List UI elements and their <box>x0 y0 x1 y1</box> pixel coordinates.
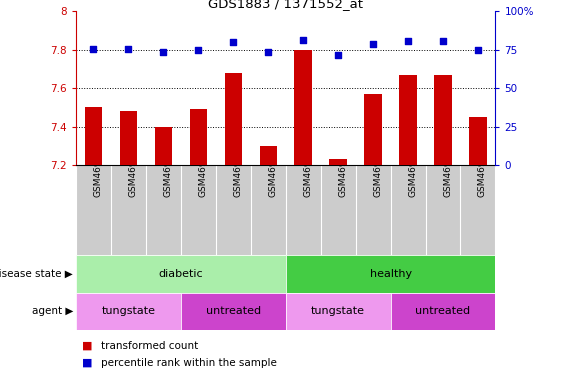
Bar <box>76 255 286 292</box>
Bar <box>190 109 207 165</box>
Text: untreated: untreated <box>415 306 471 316</box>
Point <box>439 38 448 44</box>
Text: GSM46981: GSM46981 <box>233 148 242 197</box>
Bar <box>260 146 277 165</box>
Text: GSM46978: GSM46978 <box>128 148 137 197</box>
Bar <box>76 292 181 330</box>
Text: diabetic: diabetic <box>159 269 203 279</box>
Bar <box>329 159 347 165</box>
Text: transformed count: transformed count <box>101 341 199 351</box>
Bar <box>391 292 495 330</box>
Text: ■: ■ <box>82 358 92 368</box>
Text: agent ▶: agent ▶ <box>32 306 73 316</box>
Bar <box>85 107 102 165</box>
Text: GSM46990: GSM46990 <box>373 148 382 197</box>
Text: GSM46982: GSM46982 <box>268 148 277 197</box>
Point <box>473 47 482 53</box>
Bar <box>155 126 172 165</box>
Point <box>369 40 378 46</box>
Point <box>194 47 203 53</box>
Bar <box>286 255 495 292</box>
Bar <box>294 50 312 165</box>
Bar <box>434 75 452 165</box>
Text: GSM46989: GSM46989 <box>478 148 487 197</box>
Bar <box>225 73 242 165</box>
Text: GSM46988: GSM46988 <box>443 148 452 197</box>
Bar <box>181 292 286 330</box>
Bar <box>364 94 382 165</box>
Text: disease state ▶: disease state ▶ <box>0 269 73 279</box>
Text: GSM46985: GSM46985 <box>303 148 312 197</box>
Point <box>89 46 98 52</box>
Text: GSM46987: GSM46987 <box>408 148 417 197</box>
Title: GDS1883 / 1371552_at: GDS1883 / 1371552_at <box>208 0 363 10</box>
Point <box>334 52 343 58</box>
Text: tungstate: tungstate <box>101 306 155 316</box>
Point <box>404 38 413 44</box>
Text: ■: ■ <box>82 341 92 351</box>
Point <box>299 38 308 44</box>
Text: GSM46977: GSM46977 <box>93 148 102 197</box>
Text: tungstate: tungstate <box>311 306 365 316</box>
Bar <box>120 111 137 165</box>
Text: GSM46980: GSM46980 <box>198 148 207 197</box>
Point <box>263 49 272 55</box>
Text: untreated: untreated <box>205 306 261 316</box>
Bar <box>286 292 391 330</box>
Text: GSM46986: GSM46986 <box>338 148 347 197</box>
Bar <box>399 75 417 165</box>
Text: GSM46979: GSM46979 <box>163 148 172 197</box>
Text: healthy: healthy <box>369 269 412 279</box>
Point <box>159 49 168 55</box>
Bar <box>469 117 486 165</box>
Point <box>124 46 133 52</box>
Text: percentile rank within the sample: percentile rank within the sample <box>101 358 277 368</box>
Point <box>229 39 238 45</box>
